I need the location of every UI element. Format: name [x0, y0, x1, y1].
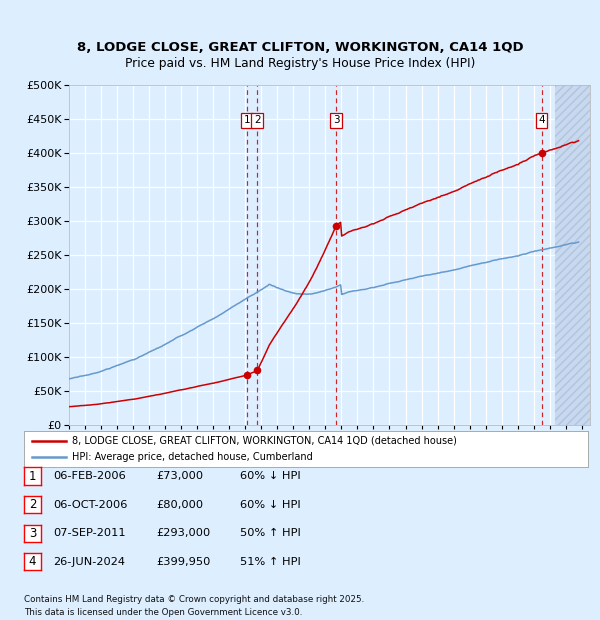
Text: 06-OCT-2006: 06-OCT-2006	[53, 500, 127, 510]
Text: £399,950: £399,950	[156, 557, 211, 567]
Text: 4: 4	[29, 556, 36, 568]
Text: 1: 1	[244, 115, 250, 125]
Text: 3: 3	[29, 527, 36, 539]
Text: 07-SEP-2011: 07-SEP-2011	[53, 528, 125, 538]
Text: 3: 3	[333, 115, 340, 125]
Text: HPI: Average price, detached house, Cumberland: HPI: Average price, detached house, Cumb…	[72, 452, 313, 462]
Text: 2: 2	[254, 115, 260, 125]
Text: 60% ↓ HPI: 60% ↓ HPI	[240, 471, 301, 481]
Text: £293,000: £293,000	[156, 528, 210, 538]
Text: Price paid vs. HM Land Registry's House Price Index (HPI): Price paid vs. HM Land Registry's House …	[125, 57, 475, 69]
Bar	[554, 85, 590, 425]
Text: 1: 1	[29, 470, 36, 482]
Text: 50% ↑ HPI: 50% ↑ HPI	[240, 528, 301, 538]
Text: 4: 4	[538, 115, 545, 125]
Text: 26-JUN-2024: 26-JUN-2024	[53, 557, 125, 567]
Text: 8, LODGE CLOSE, GREAT CLIFTON, WORKINGTON, CA14 1QD (detached house): 8, LODGE CLOSE, GREAT CLIFTON, WORKINGTO…	[72, 436, 457, 446]
Text: £80,000: £80,000	[156, 500, 203, 510]
Text: 2: 2	[29, 498, 36, 511]
Text: £73,000: £73,000	[156, 471, 203, 481]
Text: Contains HM Land Registry data © Crown copyright and database right 2025.
This d: Contains HM Land Registry data © Crown c…	[24, 595, 364, 617]
Text: 60% ↓ HPI: 60% ↓ HPI	[240, 500, 301, 510]
Text: 06-FEB-2006: 06-FEB-2006	[53, 471, 125, 481]
Text: 8, LODGE CLOSE, GREAT CLIFTON, WORKINGTON, CA14 1QD: 8, LODGE CLOSE, GREAT CLIFTON, WORKINGTO…	[77, 41, 523, 53]
Text: 51% ↑ HPI: 51% ↑ HPI	[240, 557, 301, 567]
